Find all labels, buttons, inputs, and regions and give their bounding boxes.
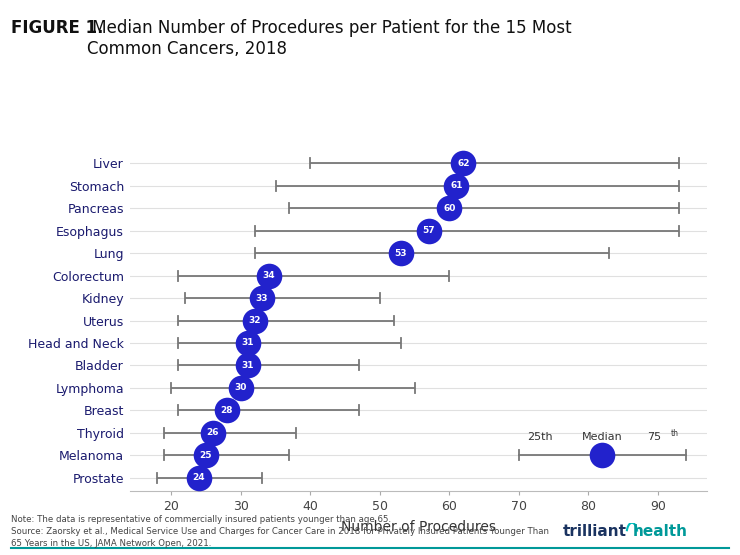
X-axis label: Number of Procedures: Number of Procedures xyxy=(340,520,496,534)
Text: th: th xyxy=(670,430,679,438)
Text: 62: 62 xyxy=(457,159,470,168)
Text: 24: 24 xyxy=(192,473,206,482)
Point xyxy=(457,159,469,168)
Point xyxy=(242,339,254,347)
Point xyxy=(423,226,434,235)
Text: trilliant: trilliant xyxy=(562,524,626,539)
Text: FIGURE 1.: FIGURE 1. xyxy=(11,19,104,37)
Point xyxy=(221,406,233,415)
Text: 33: 33 xyxy=(255,294,268,302)
Text: 32: 32 xyxy=(249,316,261,325)
Point xyxy=(256,294,268,302)
Text: 75: 75 xyxy=(648,432,662,442)
Text: 28: 28 xyxy=(221,406,233,415)
Text: 25th: 25th xyxy=(527,432,553,442)
Text: Note: The data is representative of commercially insured patients younger than a: Note: The data is representative of comm… xyxy=(11,515,549,548)
Point xyxy=(193,473,205,482)
Text: 31: 31 xyxy=(241,339,254,347)
Text: 30: 30 xyxy=(235,384,247,392)
Point xyxy=(263,271,275,280)
Text: 34: 34 xyxy=(262,271,275,280)
Text: 31: 31 xyxy=(241,361,254,370)
Point xyxy=(200,451,212,460)
Point xyxy=(395,249,407,258)
Text: Median Number of Procedures per Patient for the 15 Most
Common Cancers, 2018: Median Number of Procedures per Patient … xyxy=(87,19,572,58)
Point xyxy=(207,428,219,437)
Text: 57: 57 xyxy=(423,226,435,235)
Text: 53: 53 xyxy=(394,249,407,258)
Text: 61: 61 xyxy=(450,181,462,190)
Point xyxy=(235,384,246,392)
Text: health: health xyxy=(633,524,687,539)
Point xyxy=(451,181,462,190)
Text: 25: 25 xyxy=(200,451,212,460)
Text: 26: 26 xyxy=(206,428,219,437)
Point xyxy=(242,361,254,370)
Text: Median: Median xyxy=(582,432,623,442)
Text: 60: 60 xyxy=(443,204,456,213)
Point xyxy=(596,451,608,460)
Point xyxy=(443,204,455,213)
Point xyxy=(249,316,260,325)
